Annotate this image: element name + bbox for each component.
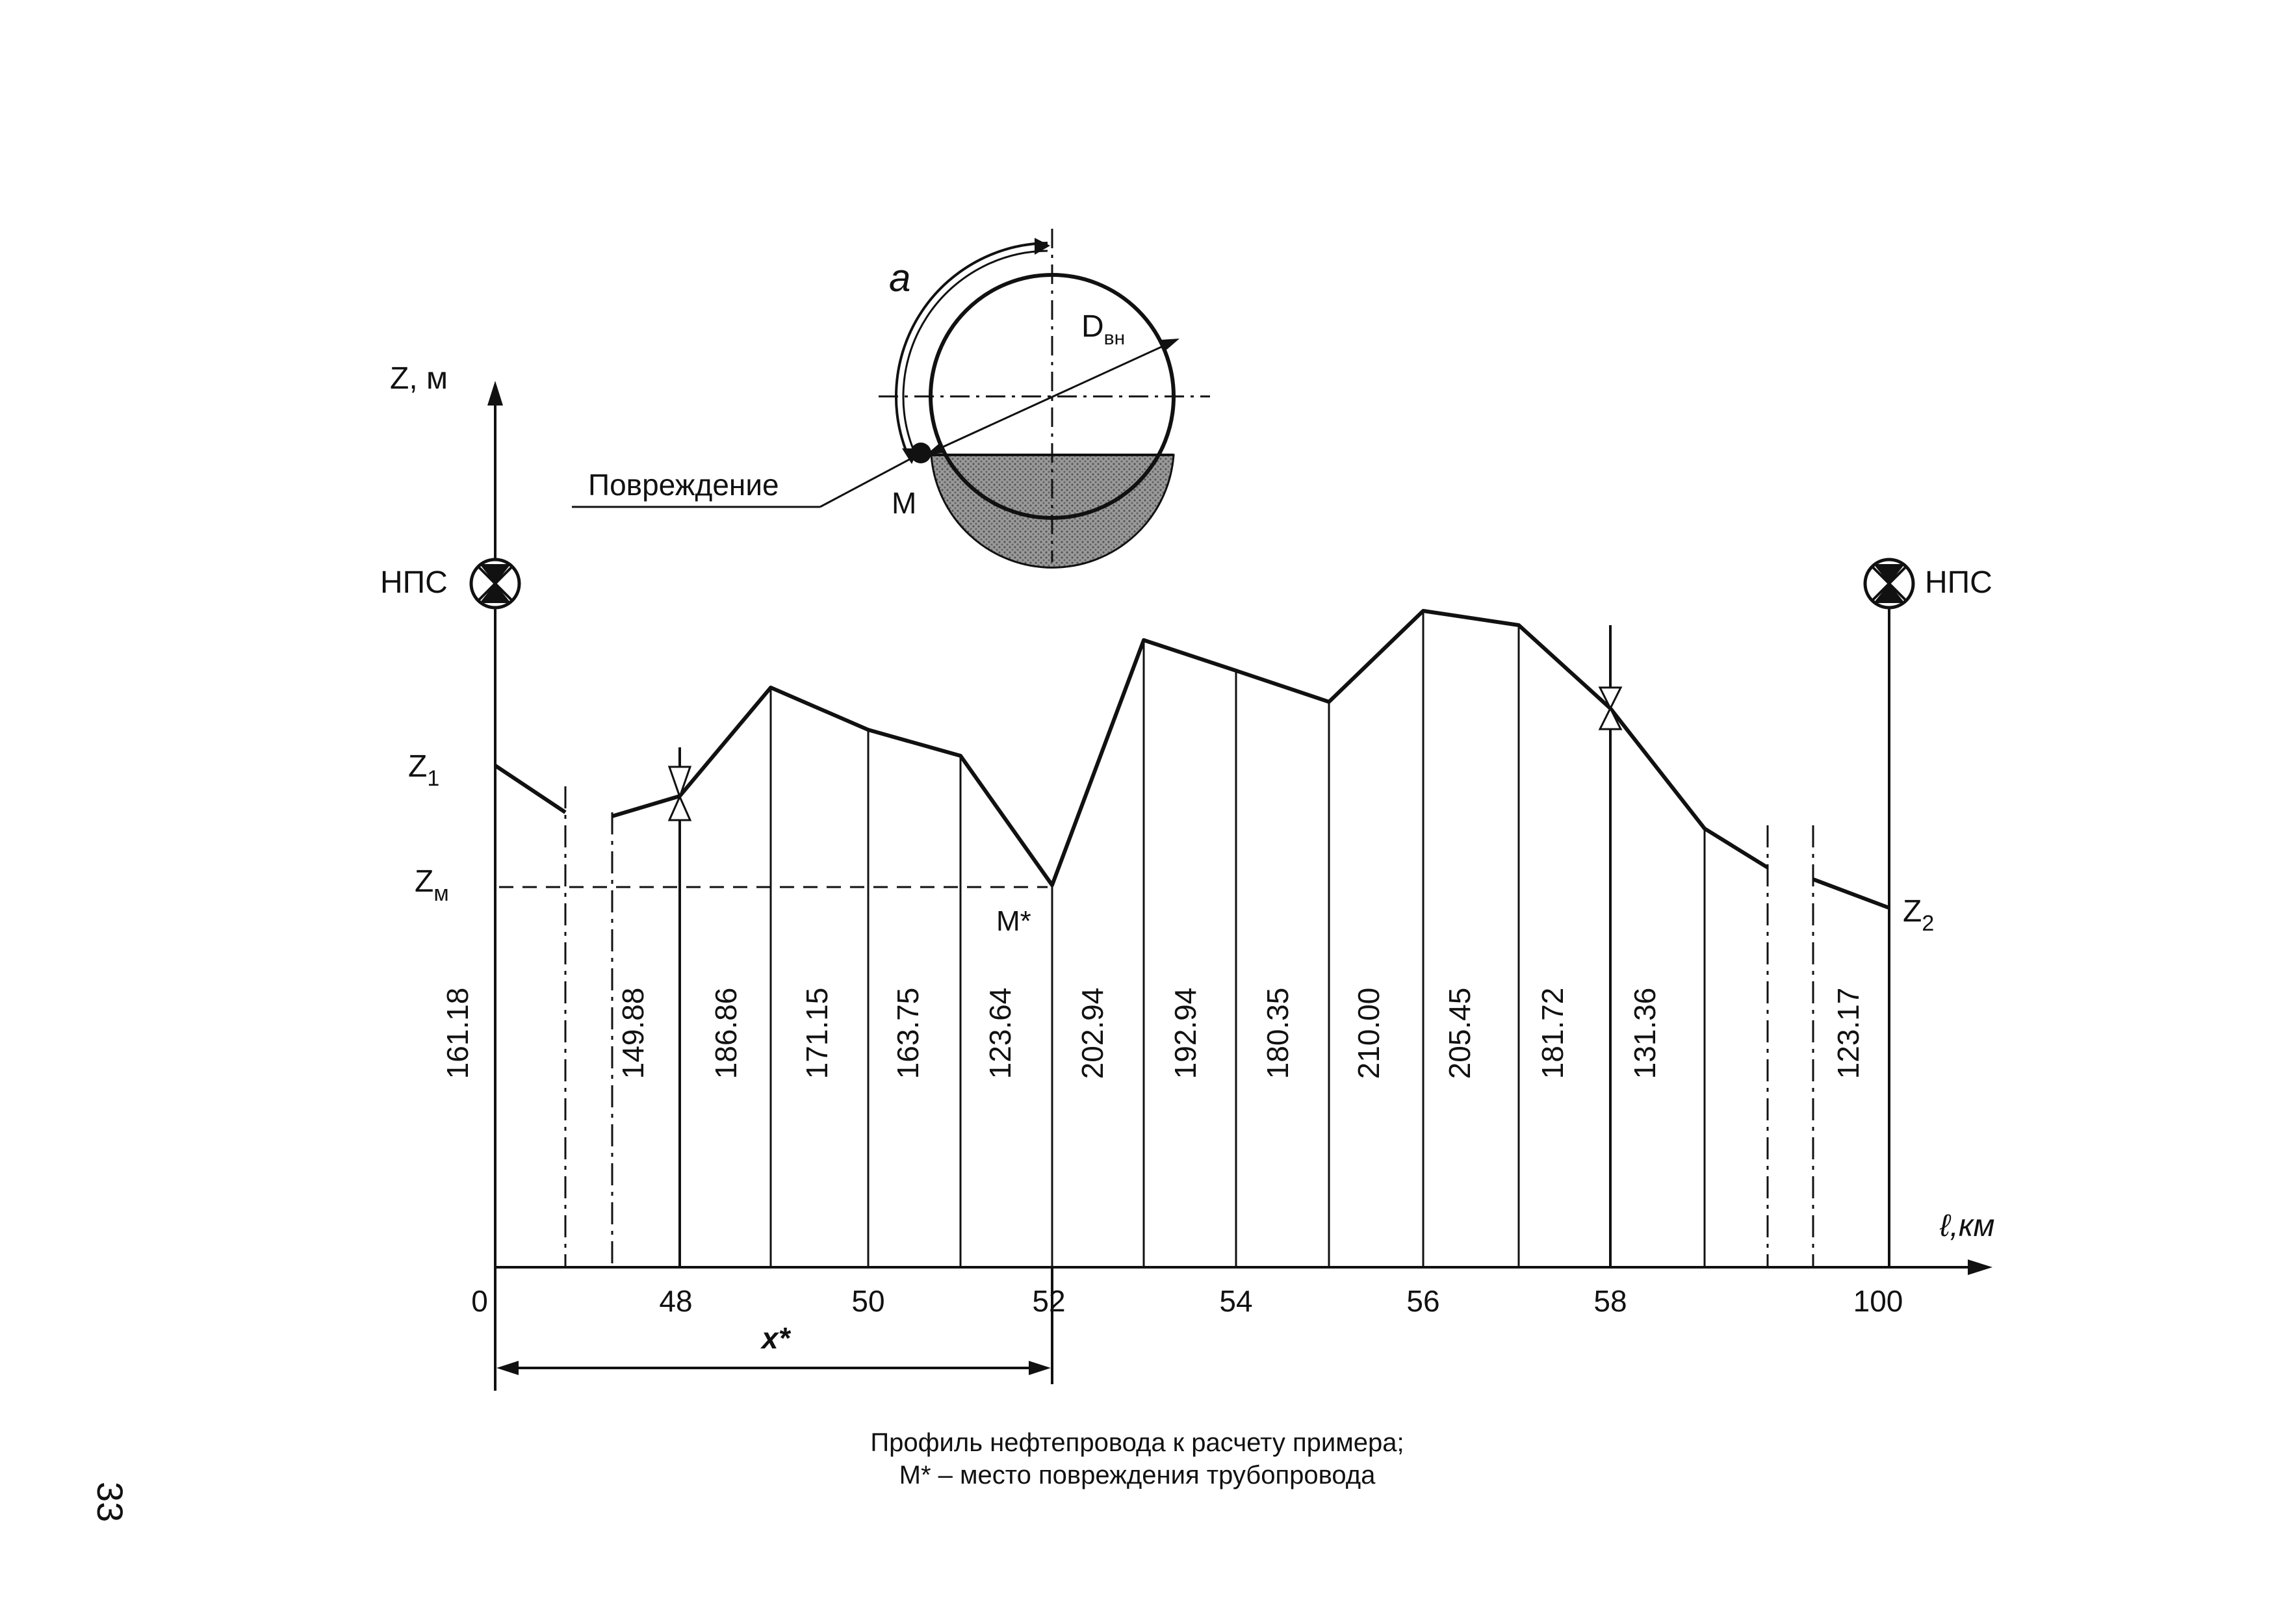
axis-break-lines xyxy=(564,786,1814,1267)
x-star-dimension xyxy=(494,1267,1053,1391)
x-tick-label: 52 xyxy=(1032,1284,1065,1318)
profile-segment xyxy=(494,764,567,814)
figure-caption: Профиль нефтепровода к расчету примера; … xyxy=(682,1426,1592,1491)
diameter-label: Dвн xyxy=(1081,309,1125,349)
x-axis-arrow xyxy=(1968,1259,1992,1275)
x-tick-label: 0 xyxy=(471,1284,488,1318)
profile-segment xyxy=(1812,877,1890,910)
valve-icon xyxy=(1598,625,1623,1267)
elevation-labels: 161.18 149.88 186.86 171.15 163.75 123.64 202.… xyxy=(441,988,1865,1079)
x-tick-label: 54 xyxy=(1219,1284,1252,1318)
z2-label: Z2 xyxy=(1903,894,1934,936)
m-star-label: M* xyxy=(996,905,1031,937)
pipe-cross-section xyxy=(572,229,1210,569)
elevation-label: 161.18 xyxy=(441,988,474,1079)
elevation-label: 171.15 xyxy=(800,988,834,1079)
zm-label: Zм xyxy=(415,864,449,906)
elevation-label: 192.94 xyxy=(1168,988,1202,1079)
x-star-label: x* xyxy=(760,1321,792,1355)
oil-fill xyxy=(930,454,1175,569)
elevation-label: 202.94 xyxy=(1076,988,1109,1079)
pump-station-left-icon xyxy=(469,558,521,610)
y-axis-arrow xyxy=(487,381,503,406)
x-axis-label: ℓ,км xyxy=(1939,1209,1994,1243)
elevation-label: 180.35 xyxy=(1261,988,1295,1079)
elevation-label: 181.72 xyxy=(1536,988,1569,1079)
pump-station-right-label: НПС xyxy=(1925,565,1992,600)
x-tick-label: 48 xyxy=(659,1284,692,1318)
pump-station-left-label: НПС xyxy=(380,565,448,600)
elevation-label: 163.75 xyxy=(891,988,925,1079)
damage-label: Повреждение xyxy=(588,468,779,502)
caption-line-1: Профиль нефтепровода к расчету примера; xyxy=(870,1428,1404,1457)
x-tick-labels: 0 48 50 52 54 56 58 100 xyxy=(471,1284,1903,1318)
angle-label: a xyxy=(889,256,910,300)
x-tick-label: 50 xyxy=(851,1284,884,1318)
pump-station-right-icon xyxy=(1863,558,1915,610)
y-axis-label: Z, м xyxy=(390,361,448,396)
elevation-label: 186.86 xyxy=(709,988,743,1079)
caption-line-2: M* – место повреждения трубопровода xyxy=(899,1461,1376,1489)
x-tick-label: 58 xyxy=(1593,1284,1627,1318)
z1-label: Z1 xyxy=(408,749,439,791)
valve-icon xyxy=(667,747,692,1267)
elevation-label: 205.45 xyxy=(1443,988,1476,1079)
vertical-station-lines xyxy=(769,611,1706,1267)
elevation-label: 123.64 xyxy=(983,988,1017,1079)
elevation-label: 210.00 xyxy=(1352,988,1385,1079)
elevation-label: 123.17 xyxy=(1831,988,1865,1079)
x-tick-label: 56 xyxy=(1406,1284,1439,1318)
elevation-label: 131.36 xyxy=(1628,988,1662,1079)
profile-segment xyxy=(612,609,1769,887)
profile-line xyxy=(494,609,1890,910)
damage-point-label: M xyxy=(892,486,916,520)
x-tick-label: 100 xyxy=(1853,1284,1903,1318)
page-number: 33 xyxy=(90,1482,131,1522)
elevation-label: 149.88 xyxy=(616,988,650,1079)
